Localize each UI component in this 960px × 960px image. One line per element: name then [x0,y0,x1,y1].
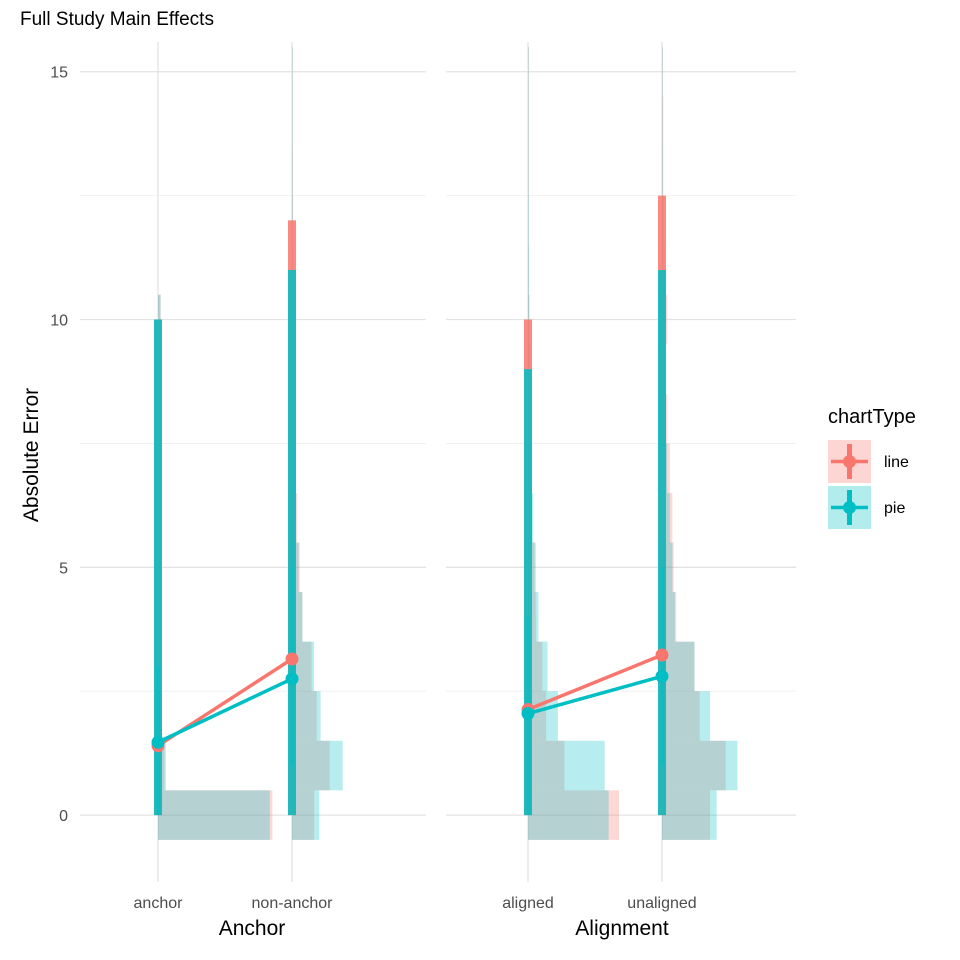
histogram-bar [528,790,609,840]
histogram-bar [292,691,317,741]
histogram-bar [528,146,529,196]
histogram-bar [662,641,695,692]
histogram-bar [662,740,738,791]
data-point-line [655,648,669,662]
histogram-bar [662,691,700,741]
histogram-bar [292,146,293,196]
histogram-bar [292,96,293,147]
histogram-bar [292,146,293,196]
histogram-bar [158,790,270,840]
histogram-bar [528,195,529,246]
x-tick-label: unaligned [627,895,696,912]
x-axis-title: Alignment [575,917,669,940]
histogram-bar [292,790,320,840]
gridlines [80,42,426,882]
y-axis-title: Absolute Error [20,388,43,522]
gridlines [446,42,796,882]
histogram-bar [662,790,717,840]
mean-pie [151,672,299,749]
histogram-bar [292,592,303,642]
x-axis-title: Anchor [219,917,286,940]
series-line-pie [527,674,663,716]
legend-label: pie [884,500,905,517]
histogram-bar [662,146,663,196]
panels: 0 5 10 15 anchor non-anchor Anchor aligned unali… [50,42,796,940]
histogram-bar [662,96,663,147]
histogram-bar [528,146,529,196]
histogram-bar [292,96,293,147]
series-line-pie [157,677,293,744]
histogram-bar [528,96,529,147]
histogram-bar [662,641,695,692]
data-point-pie [151,735,165,749]
interval-pie [154,269,296,816]
histogram-bar [292,740,330,791]
histogram-bar [528,740,605,791]
x-tick-label: non-anchor [252,895,334,912]
y-tick-label: 15 [50,65,68,82]
legend-title: chartType [828,406,916,428]
y-tick-label: 5 [59,560,68,577]
histogram-bar [292,790,315,840]
histogram-bar [662,691,711,741]
interval-line [154,220,296,816]
y-tick-label: 0 [59,808,68,825]
histogram-bar [662,46,663,97]
histogram-bar [158,790,273,840]
histogram-bar [662,542,673,593]
histogram-bar [528,195,529,246]
panel-2: aligned unaligned Alignment [446,42,796,940]
histogram-bar [292,740,343,791]
histogram-bar [528,245,530,295]
histogram-bar [292,46,293,97]
legend-key-line [828,440,871,483]
legend-key-point [843,501,856,514]
legend-label: line [884,454,909,471]
histogram-bar [292,592,303,642]
histogram-bar [528,46,529,97]
data-point-pie [521,707,535,721]
mean-pie [521,669,669,721]
legend-key-pie [828,486,871,529]
mean-line [151,652,299,753]
panel-1: anchor non-anchor Anchor [80,42,426,940]
y-tick-label: 10 [50,313,68,330]
histogram-bar [662,46,663,97]
histogram-bar [662,542,674,593]
data-point-pie [655,669,669,683]
histogram-bar [662,146,664,196]
histogram-bar [528,641,548,692]
series-line-line [527,653,663,712]
data-point-pie [285,672,299,686]
histogram-bar [528,740,565,791]
histogram-bar [528,96,529,147]
histogram-bar [662,96,664,147]
histogram-bar [528,592,539,642]
legend-key-point [843,455,856,468]
x-tick-label: anchor [134,895,184,912]
histogram-bar [292,46,293,97]
histogram-bar [528,46,529,97]
histogram-bar [528,790,619,840]
data-point-line [285,652,299,666]
histogram-line [528,46,726,840]
plot-title: Full Study Main Effects [20,9,214,30]
histogram-bar [662,740,726,791]
histogram-bar [292,691,321,741]
histogram-bar [662,492,673,543]
histogram-bar [662,790,711,840]
histogram-bar [528,245,529,295]
x-tick-label: aligned [502,895,554,912]
legend: chartType line pie [828,406,916,529]
